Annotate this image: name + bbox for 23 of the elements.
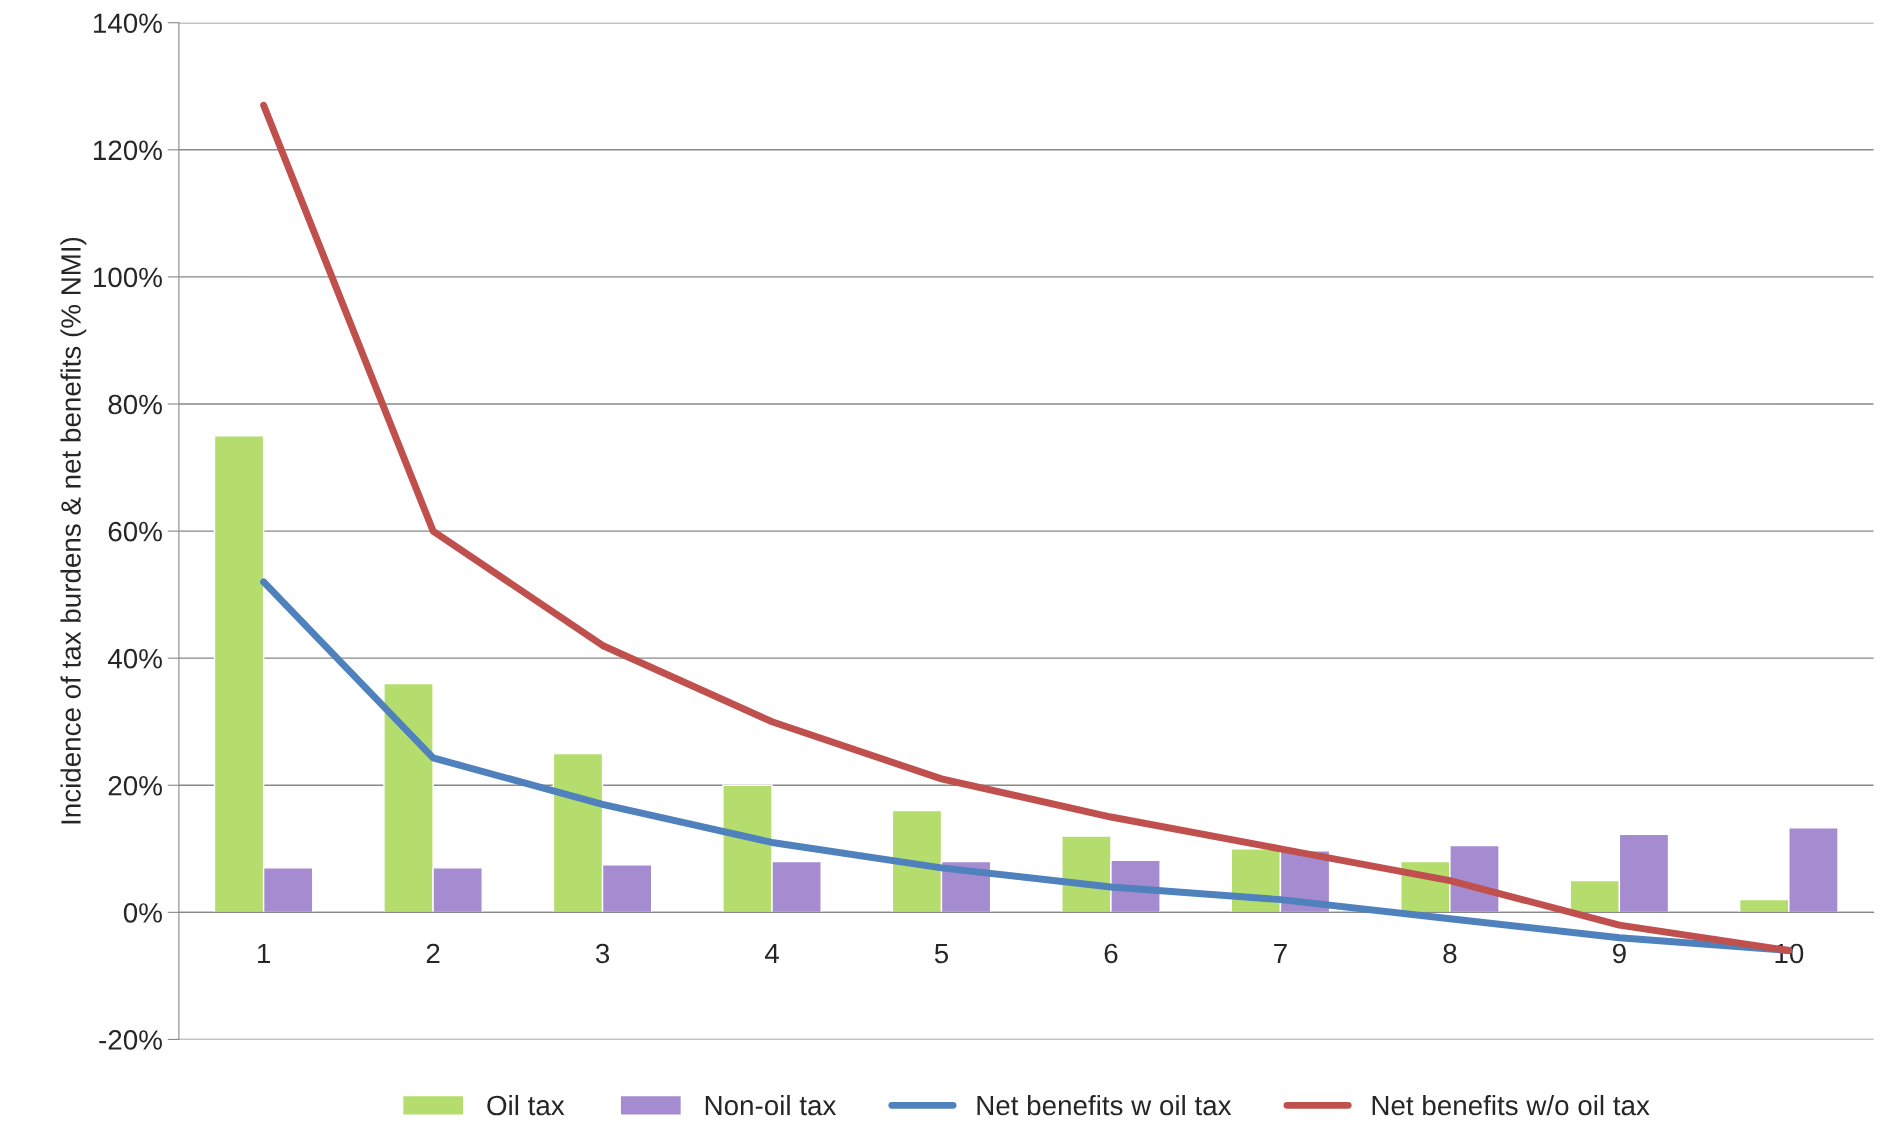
x-tick-label: 4 [764, 943, 779, 964]
y-tick-label: 20% [108, 775, 162, 796]
y-tick-label: -20% [99, 1030, 162, 1050]
x-tick-label: 6 [1104, 943, 1118, 964]
y-tick-label: 0% [123, 903, 162, 923]
y-tick-label: 60% [108, 521, 162, 542]
y-tick-label: 120% [93, 140, 162, 161]
y-tick-label: 80% [108, 394, 162, 415]
x-tick-label: 1 [258, 943, 270, 964]
y-tick-label: 140% [93, 13, 162, 34]
x-tick-label: 9 [1612, 943, 1626, 964]
x-tick-label: 3 [595, 943, 610, 964]
legend-label: Non-oil tax [705, 1094, 837, 1116]
legend-label: Net benefits w/o oil tax [1372, 1094, 1650, 1116]
y-tick-label: 40% [107, 648, 162, 669]
x-tick-label: 5 [934, 943, 949, 964]
legend-label: Net benefits w oil tax [977, 1094, 1232, 1116]
y-axis-title: Incidence of tax burdens & net benefits (% NMI) [60, 237, 87, 824]
x-tick-label: 8 [1443, 943, 1457, 964]
y-tick-label: 100% [93, 267, 162, 288]
x-tick-label: 7 [1274, 943, 1287, 964]
x-tick-label: 2 [426, 943, 440, 964]
legend-label: Oil tax [487, 1094, 565, 1116]
